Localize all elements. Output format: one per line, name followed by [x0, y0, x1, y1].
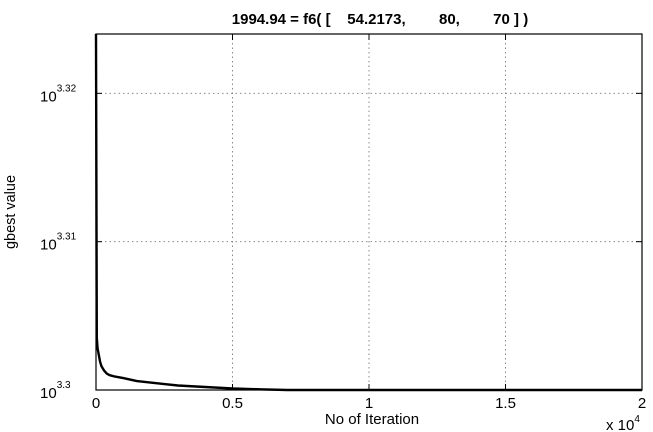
grid-layer — [96, 34, 642, 390]
y-tick-exponent: 3.32 — [57, 83, 77, 94]
chart-title: 1994.94 = f6( [ 54.2173, 80, 70 ] ) — [232, 11, 528, 28]
y-tick-label: 103.32 — [40, 83, 77, 105]
plot-area — [94, 33, 643, 392]
x-multiplier-exponent: 4 — [634, 414, 640, 425]
x-tick-label: 0.5 — [222, 395, 243, 412]
y-tick-base: 10 — [40, 88, 57, 105]
y-tick-exponent: 3.3 — [57, 380, 71, 391]
x-tick-label: 2 — [638, 395, 646, 412]
x-axis-label: No of Iteration — [325, 411, 419, 428]
y-tick-label: 103.3 — [40, 380, 71, 402]
x-tick-label: 0 — [92, 395, 100, 412]
x-tick-label: 1 — [365, 395, 373, 412]
x-tick-label: 1.5 — [495, 395, 516, 412]
x-axis-multiplier: x 104 — [606, 414, 640, 432]
y-tick-base: 10 — [40, 385, 57, 402]
y-axis-label: gbest value — [2, 175, 19, 249]
y-tick-label: 103.31 — [40, 232, 77, 254]
y-tick-base: 10 — [40, 237, 57, 254]
series-line — [94, 33, 642, 392]
y-tick-exponent: 3.31 — [57, 232, 77, 243]
x-tick-labels: 0 0.5 1 1.5 2 — [92, 395, 646, 412]
x-multiplier-base: x 10 — [606, 417, 634, 432]
